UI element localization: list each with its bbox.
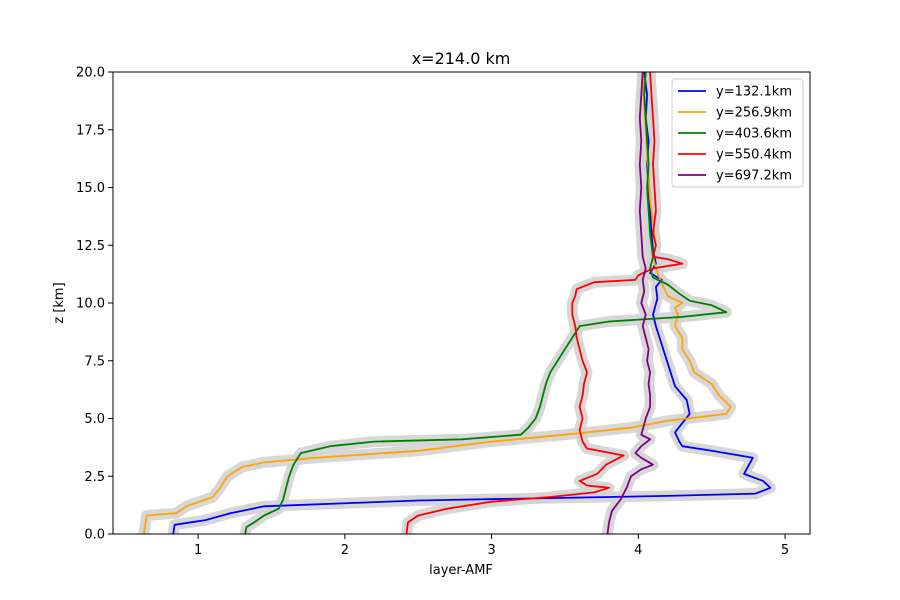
- series-line-3: [244, 72, 728, 534]
- chart-title: x=214.0 km: [412, 49, 511, 68]
- y-tick-label: 7.5: [84, 354, 105, 369]
- y-tick-label: 5.0: [84, 412, 105, 427]
- y-tick-label: 20.0: [76, 66, 105, 81]
- legend-label: y=132.1km: [716, 85, 792, 100]
- series-line-1: [172, 72, 772, 534]
- series-line-4: [405, 72, 684, 534]
- y-tick-label: 15.0: [76, 181, 105, 196]
- y-tick-label: 17.5: [76, 123, 105, 138]
- series-lines: [142, 72, 772, 534]
- y-tick-label: 12.5: [76, 239, 105, 254]
- x-tick-label: 3: [487, 543, 495, 558]
- x-tick-label: 2: [341, 543, 349, 558]
- legend-label: y=403.6km: [716, 127, 792, 142]
- x-tick-label: 5: [781, 543, 789, 558]
- x-axis-label: layer-AMF: [429, 563, 493, 578]
- legend-box: [671, 78, 804, 188]
- legend-label: y=256.9km: [716, 106, 792, 121]
- legend: y=132.1km y=256.9km y=403.6km y=550.4km y=69…: [671, 78, 804, 188]
- legend-label: y=550.4km: [716, 148, 792, 163]
- x-tick-label: 1: [194, 543, 202, 558]
- x-tick-label: 4: [634, 543, 642, 558]
- y-tick-label: 10.0: [76, 297, 105, 312]
- y-axis: 0.0 2.5 5.0 7.5 10.0 12.5 15.0 17.5 20.0: [76, 66, 113, 543]
- y-tick-label: 2.5: [84, 470, 105, 485]
- legend-label: y=697.2km: [716, 169, 792, 184]
- series-line-5: [606, 72, 654, 534]
- x-axis: 1 2 3 4 5: [194, 534, 789, 558]
- y-axis-label: z [km]: [52, 282, 67, 323]
- y-tick-label: 0.0: [84, 528, 105, 543]
